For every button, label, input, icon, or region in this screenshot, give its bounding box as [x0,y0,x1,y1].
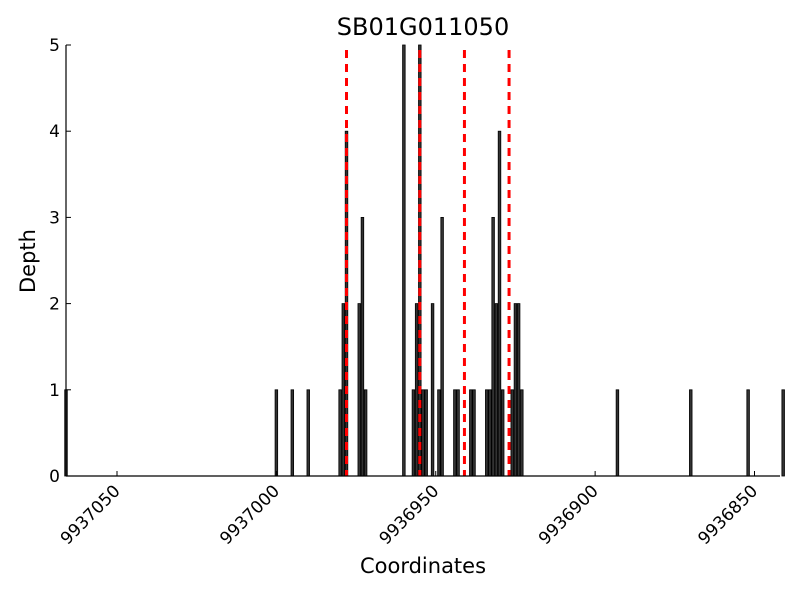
y-tick-label-4: 4 [49,122,60,142]
bar-36 [781,389,785,477]
bar-15 [424,389,428,477]
bar-12 [414,303,419,477]
bar-1 [274,389,279,477]
x-tick-label-4: 9936850 [694,481,762,549]
bar-31 [516,303,521,477]
y-tick-label-1: 1 [49,381,60,401]
bar-23 [485,389,489,477]
bar-24 [488,389,492,477]
bar-25 [491,216,495,477]
bar-11 [411,389,416,477]
bar-27 [497,130,502,477]
bar-18 [440,216,444,477]
x-tick-label-3: 9936900 [535,481,603,549]
bar-30 [513,303,518,477]
bar-17 [437,389,441,477]
chart-title: SB01G011050 [336,13,510,41]
bar-29 [510,389,514,477]
bar-16 [430,303,435,477]
x-tick-label-0: 9937050 [57,481,125,549]
y-tick-label-0: 0 [49,467,60,487]
bar-8 [360,216,365,477]
bar-14 [421,389,425,477]
bars-layer [64,44,785,477]
y-tick-label-2: 2 [49,295,60,315]
x-tick-label-2: 9936950 [376,481,444,549]
bar-7 [357,303,361,477]
bar-3 [306,389,310,477]
bar-26 [494,303,499,477]
bar-33 [615,389,620,477]
y-tick-label-3: 3 [49,208,60,228]
bar-5 [341,303,346,477]
bar-19 [453,389,457,477]
bar-2 [290,389,295,477]
y-tick-label-5: 5 [49,36,60,56]
bar-32 [520,389,524,477]
bar-28 [500,389,505,477]
bar-35 [746,389,750,477]
bar-34 [689,389,693,477]
bar-9 [363,389,368,477]
x-tick-label-1: 9937000 [216,481,284,549]
bar-21 [469,389,473,477]
bar-22 [472,389,476,477]
vlines-layer [345,50,511,476]
bar-4 [338,389,342,477]
bar-20 [456,389,460,477]
x-axis-label: Coordinates [359,554,487,578]
bar-10 [402,44,406,477]
